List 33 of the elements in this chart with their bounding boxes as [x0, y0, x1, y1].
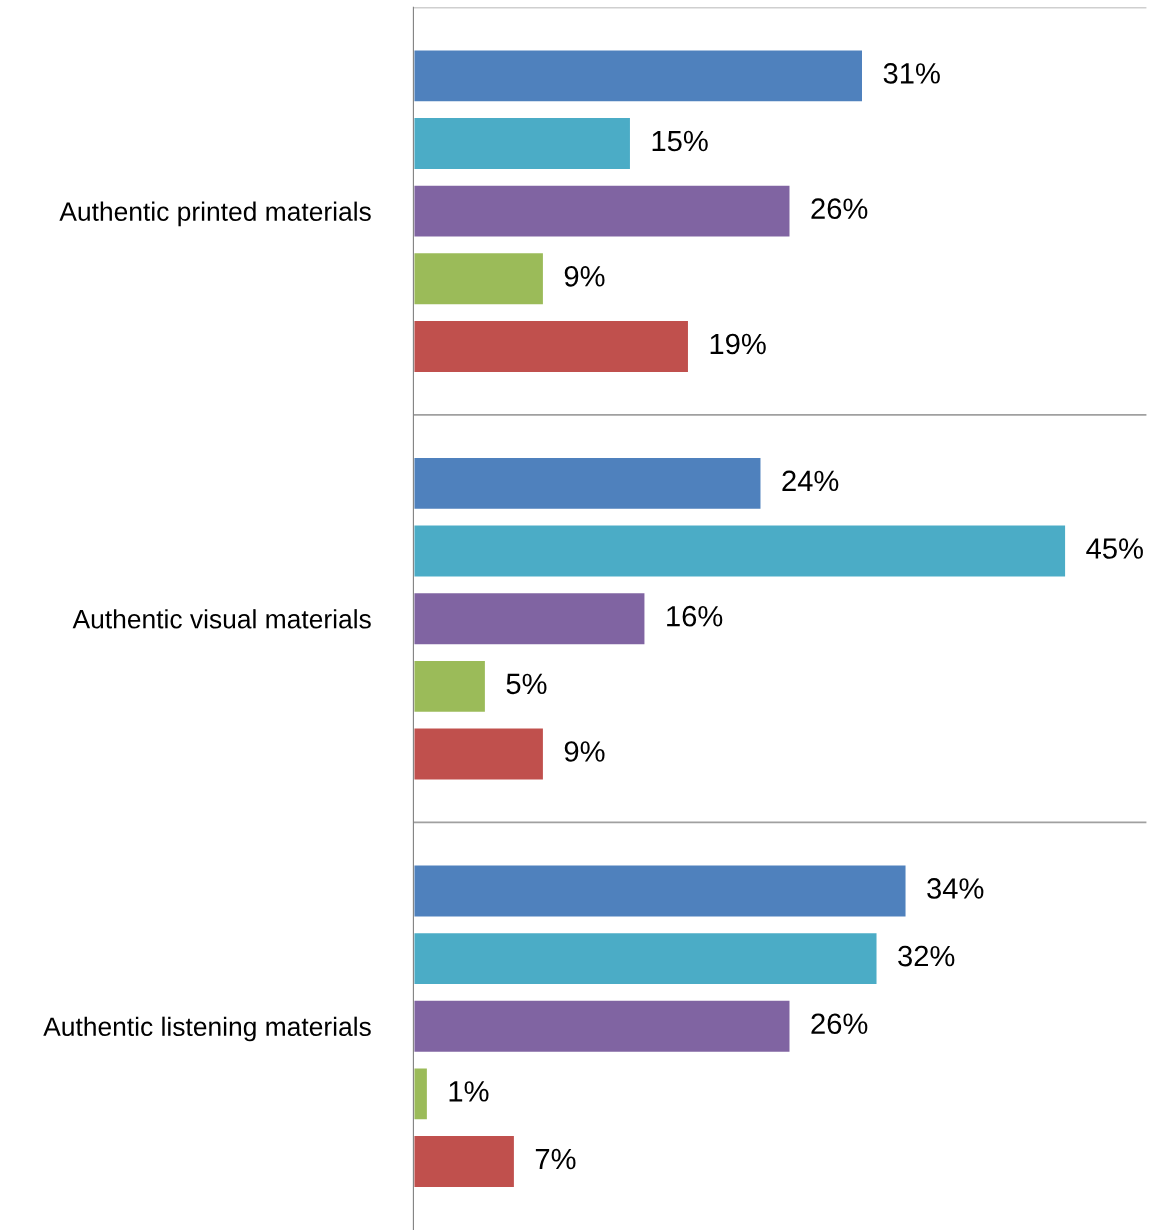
data-label: 5% — [506, 673, 547, 695]
data-label: 16% — [667, 605, 723, 627]
bar — [413, 48, 865, 104]
bar — [413, 318, 691, 374]
bar — [413, 658, 487, 714]
bar — [413, 251, 545, 307]
data-label: 9% — [564, 265, 605, 287]
data-label: 45% — [1086, 538, 1143, 559]
data-label: 26% — [811, 1013, 868, 1035]
data-label: 32% — [898, 945, 955, 967]
bar — [413, 931, 879, 987]
data-label: 19% — [710, 333, 766, 355]
y-tick-label: Authentic visual materials — [72, 609, 371, 629]
y-tick-label: Authentic printed materials — [59, 201, 371, 227]
bar — [413, 726, 545, 782]
data-label: 7% — [535, 1148, 576, 1170]
bar — [413, 1066, 429, 1122]
y-tick-label: Authentic listening materials — [43, 1016, 371, 1042]
data-label: 26% — [811, 198, 868, 219]
bar — [413, 863, 908, 919]
bar — [413, 523, 1068, 579]
data-label: 24% — [782, 470, 839, 492]
bar — [413, 183, 792, 239]
data-label: 1% — [449, 1081, 489, 1102]
bar — [413, 998, 792, 1054]
data-label: 9% — [564, 741, 605, 762]
bar — [413, 115, 633, 172]
data-label: 15% — [652, 130, 708, 152]
bar — [413, 1134, 516, 1190]
data-label: 31% — [883, 63, 940, 84]
bar — [413, 591, 647, 647]
bar — [413, 455, 763, 511]
data-label: 34% — [927, 878, 984, 899]
